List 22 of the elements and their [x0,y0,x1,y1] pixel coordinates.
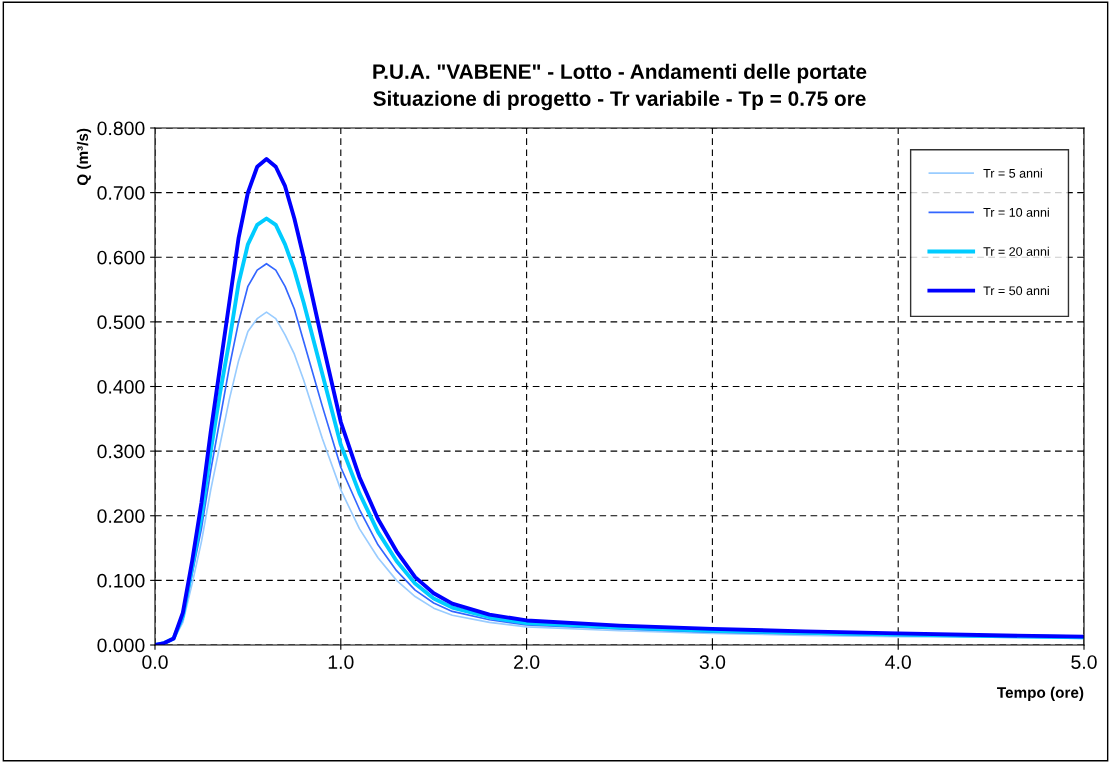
legend-label: Tr = 20 anni [983,246,1049,256]
y-tick-label: 0.000 [97,638,145,653]
legend-label: Tr = 5 anni [983,168,1042,178]
y-tick-label: 0.100 [97,573,145,588]
y-tick-label: 0.300 [97,444,145,459]
x-tick-label: 3.0 [699,655,726,669]
y-tick-label: 0.800 [97,121,145,136]
x-tick-label: 5.0 [1071,655,1097,669]
legend-label: Tr = 10 anni [983,207,1049,217]
y-tick-label: 0.400 [97,379,145,394]
y-tick-label: 0.600 [97,250,145,265]
y-tick-label: 0.700 [97,186,145,200]
x-tick-label: 4.0 [885,655,911,669]
y-tick-label: 0.200 [97,509,145,523]
x-axis-title: Tempo (ore) [997,686,1084,701]
x-tick-label: 1.0 [328,655,354,669]
x-tick-label: 0.0 [142,655,168,669]
x-tick-label: 2.0 [514,655,540,669]
legend-label: Tr = 50 anni [983,285,1049,296]
y-tick-label: 0.500 [97,315,145,330]
chart-title: P.U.A. "VABENE" - Lotto - Andamenti delle portate Situazione di progetto - Tr variabile - Tp = 0.75 ore [373,63,867,111]
y-axis-title: Q (m³/s) [76,128,92,186]
